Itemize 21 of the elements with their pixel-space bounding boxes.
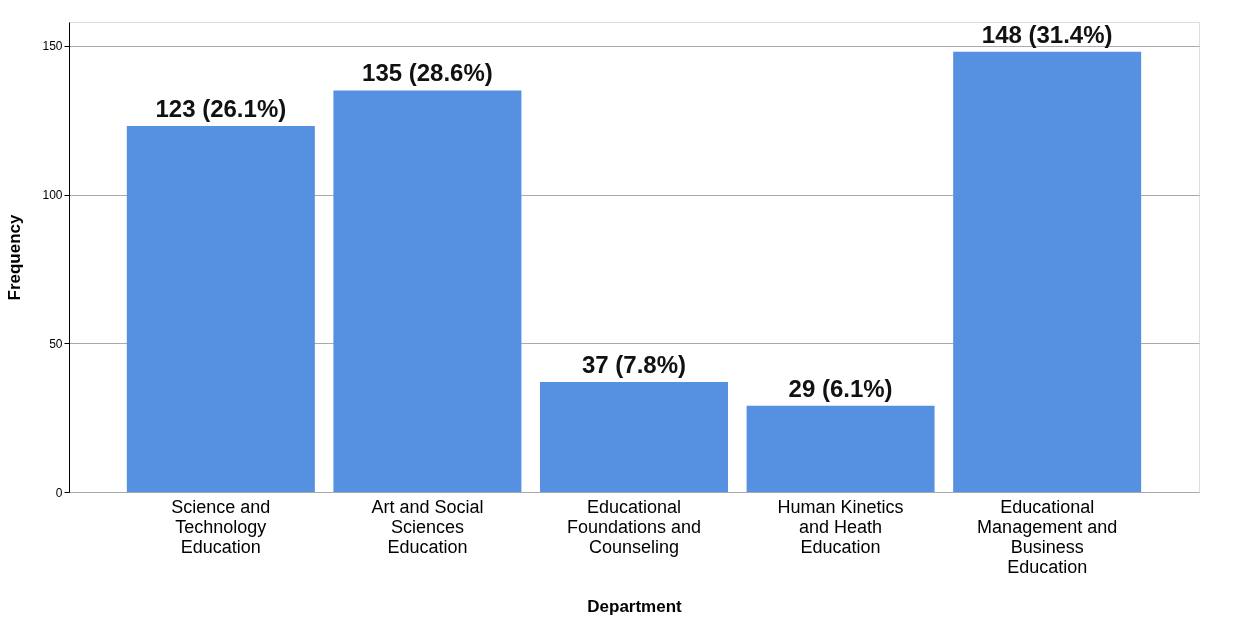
y-tick-label: 50 xyxy=(49,336,63,351)
bar xyxy=(540,381,728,492)
data-label: 37 (7.8%) xyxy=(581,350,687,378)
x-tick-label: Human Kinetics and Heath Education xyxy=(777,496,904,557)
x-tick-label: Educational Management and Business Education xyxy=(977,496,1118,577)
x-tick-label: Educational Foundations and Counseling xyxy=(566,496,702,557)
x-tick-label: Art and Social Sciences Education xyxy=(371,496,484,557)
bar xyxy=(333,90,522,492)
data-label: 29 (6.1%) xyxy=(788,374,893,402)
y-tick-label: 0 xyxy=(55,485,63,500)
x-axis-title: Department xyxy=(587,596,683,616)
y-tick-label: 150 xyxy=(42,39,63,54)
x-tick-label: Science and Technology Education xyxy=(171,496,271,557)
bar xyxy=(126,126,315,492)
data-label: 123 (26.1%) xyxy=(155,95,287,123)
y-tick-label: 100 xyxy=(42,188,63,203)
y-axis-title: Frequency xyxy=(5,213,25,301)
bar xyxy=(953,51,1142,492)
data-label: 148 (31.4%) xyxy=(981,20,1113,48)
data-label: 135 (28.6%) xyxy=(362,59,493,87)
bar xyxy=(746,405,935,492)
